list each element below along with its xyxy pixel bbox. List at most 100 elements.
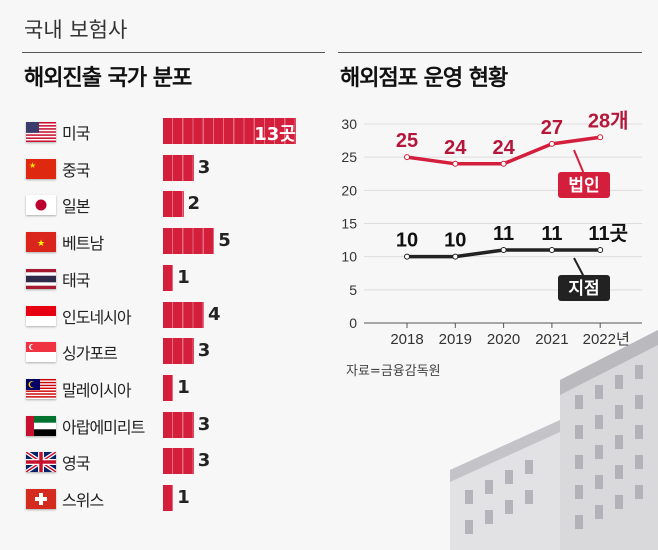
bar-value-label: 3	[197, 450, 211, 472]
bar-row: 일본 2	[26, 191, 326, 218]
callout-line	[573, 257, 585, 278]
data-point	[404, 253, 410, 260]
data-label: 11	[541, 223, 562, 245]
right-title: 해외점포 운영 현황	[340, 66, 508, 91]
bar-row: ★ 베트남 5	[26, 228, 326, 255]
y-tick-label: 15	[341, 216, 357, 232]
country-label: 아랍에미리트	[62, 417, 145, 437]
country-label: 태국	[62, 270, 90, 290]
source-note: 자료=금융감독원	[346, 364, 441, 379]
series-name: 법인	[568, 176, 599, 195]
bar	[163, 485, 174, 511]
flag-icon-ch	[26, 489, 56, 509]
flag-icon-id	[26, 305, 56, 326]
bar	[163, 411, 194, 438]
data-point	[500, 247, 507, 254]
svg-text:★: ★	[29, 161, 36, 170]
bar-row: 영국 3	[26, 448, 326, 475]
y-tick-label: 10	[341, 249, 357, 265]
data-point	[500, 160, 507, 167]
data-point	[548, 247, 555, 254]
bar	[163, 118, 297, 144]
kicker: 국내 보험사	[24, 18, 128, 42]
bar-row: 인도네시아 4	[26, 301, 326, 328]
data-label: 27	[541, 117, 563, 139]
bar	[163, 448, 194, 475]
bar-row: 스위스 1	[26, 485, 326, 511]
country-label: 중국	[62, 160, 90, 180]
country-label: 인도네시아	[62, 307, 132, 327]
series-badge	[558, 275, 610, 301]
callout-line	[573, 149, 585, 175]
series-name: 지점	[568, 279, 599, 298]
flag-icon-th	[26, 268, 56, 289]
country-label: 미국	[62, 124, 90, 143]
bar	[163, 191, 184, 218]
svg-text:★: ★	[37, 238, 45, 248]
bar-row: 아랍에미리트 3	[26, 411, 326, 438]
bar-row: 미국 13곳	[26, 118, 326, 145]
bar-value-label: 2	[187, 193, 201, 215]
data-point	[548, 140, 555, 147]
data-label: 11곳	[588, 223, 628, 245]
x-tick-label: 2019	[439, 331, 472, 348]
data-label: 25	[396, 130, 418, 152]
flag-icon-us	[26, 122, 56, 142]
x-tick-label: 2022년	[583, 331, 630, 348]
data-label: 24	[492, 137, 515, 159]
bar-row: 태국 1	[26, 264, 326, 291]
data-point	[597, 247, 604, 254]
left-title: 해외진출 국가 분포	[24, 66, 192, 91]
data-point	[404, 154, 410, 161]
flag-icon-jp	[26, 195, 56, 216]
flag-icon-sg	[26, 342, 56, 363]
y-tick-label: 5	[349, 282, 357, 298]
country-label: 영국	[62, 454, 90, 474]
bar	[163, 374, 174, 401]
bar-value-label: 4	[208, 303, 221, 325]
flag-icon-ae	[26, 415, 56, 436]
flag-icon-my	[26, 378, 56, 399]
country-label: 스위스	[62, 491, 104, 510]
data-label: 24	[444, 137, 467, 159]
country-label: 말레이시아	[62, 380, 132, 400]
y-tick-label: 30	[341, 116, 357, 132]
y-tick-label: 20	[341, 182, 357, 198]
country-label: 베트남	[62, 234, 104, 254]
data-point	[452, 253, 459, 260]
divider	[22, 52, 325, 53]
x-tick-label: 2018	[390, 331, 423, 348]
bar	[163, 338, 194, 365]
data-label: 28개	[588, 109, 629, 132]
y-tick-label: 0	[349, 315, 357, 331]
bar-value-label: 3	[197, 340, 211, 362]
divider	[338, 52, 642, 53]
x-tick-label: 2021	[535, 331, 568, 348]
bar	[163, 154, 194, 181]
data-label: 10	[396, 230, 418, 252]
bar-row: 말레이시아 1	[26, 374, 326, 401]
data-label: 10	[444, 230, 466, 252]
flag-icon-vn: ★	[26, 232, 56, 253]
x-tick-label: 2020	[487, 331, 520, 348]
data-point	[597, 134, 604, 141]
flag-icon-gb	[26, 452, 56, 473]
bar	[163, 264, 174, 291]
bar-value-label: 1	[177, 266, 190, 288]
bar-value-label: 13곳	[254, 124, 296, 145]
bar-value-label: 1	[177, 376, 190, 398]
data-point	[452, 160, 459, 167]
bar-value-label: 5	[218, 230, 231, 252]
bar	[163, 301, 204, 328]
bar-value-label: 3	[197, 413, 211, 435]
bar-value-label: 1	[177, 487, 190, 508]
data-label: 11	[493, 223, 514, 245]
bar	[163, 228, 215, 255]
country-label: 일본	[62, 197, 90, 217]
y-tick-label: 25	[341, 149, 357, 165]
series-badge	[558, 172, 610, 198]
branch-line-chart: 0 5 10 15 20 25 30 2018 2019 2020 2021 2022년 25 24 24 2…	[341, 109, 642, 348]
country-label: 싱가포르	[62, 344, 118, 364]
bar-row: 싱가포르 3	[26, 338, 326, 365]
